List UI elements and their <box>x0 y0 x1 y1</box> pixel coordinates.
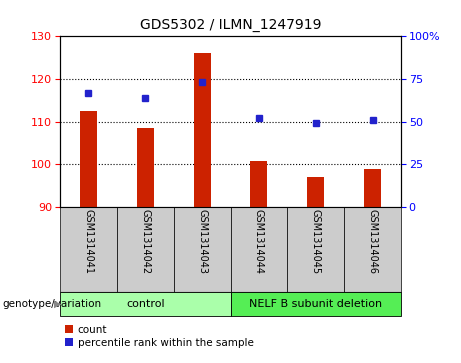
Text: GSM1314046: GSM1314046 <box>367 209 378 274</box>
Text: GSM1314045: GSM1314045 <box>311 209 321 274</box>
Bar <box>250 161 267 207</box>
Text: GSM1314042: GSM1314042 <box>140 209 150 274</box>
Bar <box>194 53 211 207</box>
Text: GSM1314041: GSM1314041 <box>83 209 94 274</box>
Bar <box>307 177 324 207</box>
Bar <box>364 168 381 207</box>
Text: GSM1314043: GSM1314043 <box>197 209 207 274</box>
Title: GDS5302 / ILMN_1247919: GDS5302 / ILMN_1247919 <box>140 19 321 33</box>
Bar <box>136 128 154 207</box>
Bar <box>174 207 230 292</box>
Bar <box>230 207 287 292</box>
Text: GSM1314044: GSM1314044 <box>254 209 264 274</box>
Text: ▶: ▶ <box>54 299 62 309</box>
Bar <box>80 111 97 207</box>
Legend: count, percentile rank within the sample: count, percentile rank within the sample <box>65 325 254 348</box>
Bar <box>287 207 344 292</box>
Bar <box>60 207 117 292</box>
Text: genotype/variation: genotype/variation <box>2 299 101 309</box>
Text: control: control <box>126 299 165 309</box>
Bar <box>230 292 401 316</box>
Bar <box>60 292 230 316</box>
Bar <box>344 207 401 292</box>
Text: NELF B subunit deletion: NELF B subunit deletion <box>249 299 382 309</box>
Bar <box>117 207 174 292</box>
